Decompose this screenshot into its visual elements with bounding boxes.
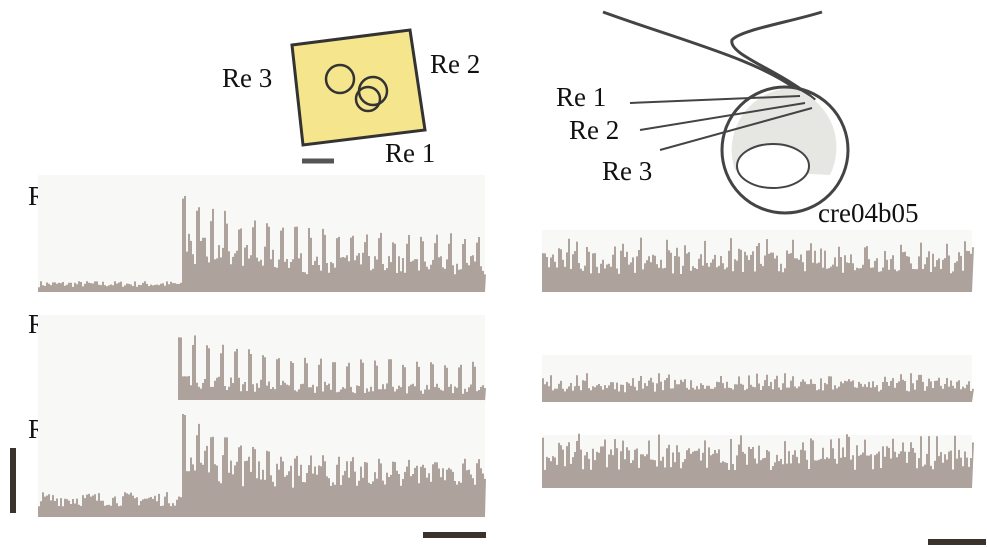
eye-label: Re 1 — [556, 82, 606, 112]
eye-drawing: Re 1 Re 2 Re 3 cre04b05 — [556, 12, 918, 228]
inset-label: Re 1 — [385, 138, 435, 168]
inset-label: Re 2 — [430, 49, 480, 79]
eye-label: Re 2 — [569, 115, 619, 145]
figure: Re 3 Re 2 Re 1 1° Re 1 Re 2 Re 3 cre04b0… — [0, 0, 987, 548]
recording-id: cre04b05 — [818, 198, 918, 228]
eye-label: Re 3 — [602, 156, 652, 186]
inset-label: Re 3 — [222, 63, 272, 93]
eye-pupil — [737, 144, 809, 188]
